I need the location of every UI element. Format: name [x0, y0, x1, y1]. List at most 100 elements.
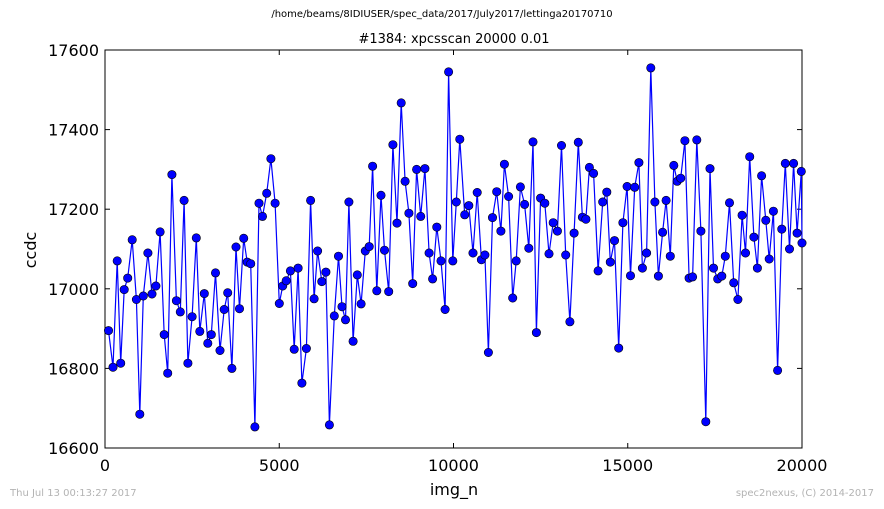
data-point — [231, 242, 241, 252]
data-point — [203, 338, 213, 348]
data-point — [444, 67, 454, 77]
data-point — [352, 270, 362, 280]
y-tick-label: 17600 — [48, 41, 99, 60]
x-tick-label: 20000 — [777, 456, 828, 475]
data-point — [195, 326, 205, 336]
data-point — [440, 304, 450, 314]
data-point — [548, 218, 558, 228]
data-point — [219, 304, 229, 314]
data-point — [396, 98, 406, 108]
x-tick-label: 0 — [100, 456, 110, 475]
axes: 0 5000 10000 15000 20000 16600 16800 17000 17200… — [48, 41, 827, 475]
data-point — [653, 271, 663, 281]
x-tick-label: 10000 — [428, 456, 479, 475]
data-point — [388, 140, 398, 150]
data-point — [379, 245, 389, 255]
data-point — [235, 304, 245, 314]
data-point — [112, 256, 122, 266]
data-point — [344, 197, 354, 207]
data-point — [135, 409, 145, 419]
data-point — [297, 378, 307, 388]
data-point — [602, 187, 612, 197]
data-point — [528, 137, 538, 147]
data-point — [784, 244, 794, 254]
data-point — [211, 268, 221, 278]
data-point — [191, 233, 201, 243]
data-point — [614, 343, 624, 353]
data-point — [757, 171, 767, 181]
data-point — [472, 188, 482, 198]
data-point — [408, 279, 418, 289]
data-point — [333, 251, 343, 261]
data-point — [223, 288, 233, 298]
data-point — [598, 197, 608, 207]
data-point — [270, 198, 280, 208]
data-point — [464, 201, 474, 211]
data-point — [642, 248, 652, 258]
data-point — [650, 197, 660, 207]
data-point — [480, 250, 490, 260]
data-point — [285, 266, 295, 276]
data-point — [773, 365, 783, 375]
data-point — [696, 226, 706, 236]
data-point — [669, 160, 679, 170]
data-point — [151, 281, 161, 291]
data-point — [777, 224, 787, 234]
data-point — [104, 326, 114, 336]
data-point — [581, 214, 591, 224]
data-point — [127, 235, 137, 245]
data-point — [436, 256, 446, 266]
data-point — [589, 168, 599, 178]
data-point — [239, 233, 249, 243]
data-point — [147, 289, 157, 299]
data-point — [246, 259, 256, 269]
data-point — [340, 315, 350, 325]
data-point — [324, 420, 334, 430]
data-point — [376, 190, 386, 200]
data-point — [424, 248, 434, 258]
data-point — [540, 198, 550, 208]
data-point — [187, 312, 197, 322]
data-point — [524, 243, 534, 253]
data-point — [254, 198, 264, 208]
data-point — [364, 242, 374, 252]
data-point — [155, 227, 165, 237]
data-point — [468, 248, 478, 258]
data-point — [630, 182, 640, 192]
data-point — [138, 291, 148, 301]
x-axis-label: img_n — [430, 480, 478, 500]
data-point — [724, 198, 734, 208]
data-point — [729, 278, 739, 288]
data-point — [119, 285, 129, 295]
data-point — [573, 137, 583, 147]
data-point — [215, 345, 225, 355]
data-point — [508, 293, 518, 303]
data-point — [428, 274, 438, 284]
data-point — [368, 161, 378, 171]
data-point — [309, 294, 319, 304]
data-point — [625, 271, 635, 281]
data-point — [262, 188, 272, 198]
data-point — [313, 246, 323, 256]
x-tick-label: 5000 — [259, 456, 300, 475]
series-line-group — [104, 63, 807, 432]
data-point — [372, 286, 382, 296]
data-point — [400, 176, 410, 186]
data-point — [796, 166, 806, 176]
data-point — [171, 296, 181, 306]
data-point — [520, 199, 530, 209]
data-point — [289, 344, 299, 354]
data-point — [780, 158, 790, 168]
data-point — [250, 422, 260, 432]
data-point — [483, 347, 493, 357]
data-point — [412, 164, 422, 174]
data-point — [504, 192, 514, 202]
data-point — [448, 256, 458, 266]
y-axis-label: ccdc — [21, 232, 40, 269]
data-point — [404, 208, 414, 218]
data-point — [108, 362, 118, 372]
data-point — [749, 232, 759, 242]
data-point — [605, 257, 615, 267]
timestamp-label: Thu Jul 13 00:13:27 2017 — [10, 488, 137, 499]
